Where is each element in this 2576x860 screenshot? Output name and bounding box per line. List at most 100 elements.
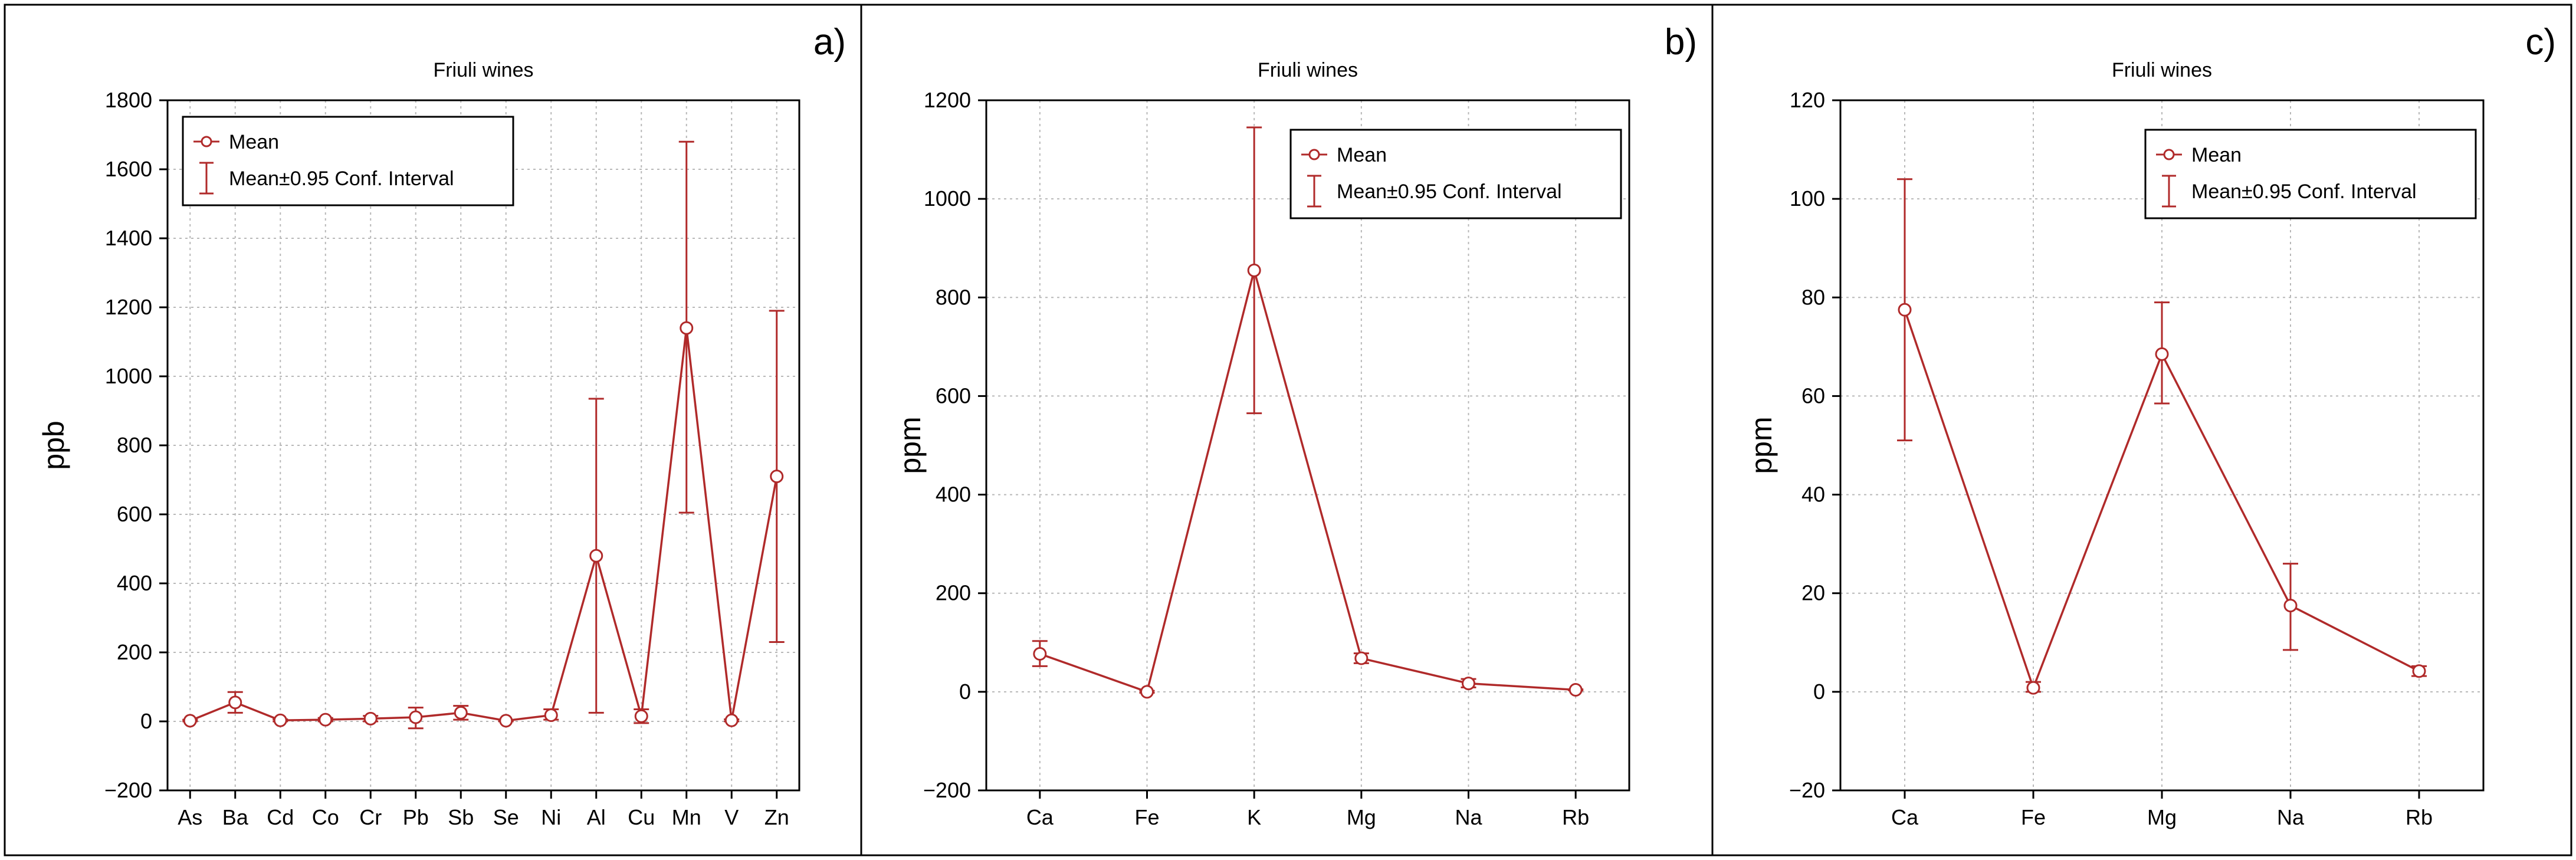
x-tick-label: Mn: [672, 805, 701, 829]
mean-marker: [770, 470, 784, 484]
legend-mean-label: Mean: [2191, 144, 2242, 166]
y-tick-label: 600: [936, 383, 971, 408]
y-tick-label: 600: [117, 502, 152, 526]
y-axis-label: ppm: [894, 416, 927, 474]
series-line: [1039, 266, 1576, 694]
mean-marker: [228, 695, 242, 710]
mean-marker: [183, 714, 197, 728]
x-tick-label: Se: [493, 805, 519, 829]
chart-title: Friuli wines: [433, 59, 533, 81]
y-tick-label: 60: [1801, 383, 1825, 408]
x-tick-label: Cd: [267, 805, 294, 829]
legend-box: [2144, 129, 2477, 219]
legend-ci-label: Mean±0.95 Conf. Interval: [2191, 180, 2417, 203]
chart-panel-c: −20 0 20 40 60 80 100 120 Ca Fe Mg Na Rb Friuli wines…: [1745, 22, 2556, 829]
chart-panel-b: −200 0 200 400 600 800 1000 1200 Ca Fe K Mg Na Rb Friu…: [894, 22, 1697, 829]
y-axis-label: ppb: [37, 421, 70, 470]
chart-title: Friuli wines: [1258, 59, 1358, 81]
x-tick-label: K: [1247, 805, 1261, 829]
chart-panel-a: −200 0 200 400 600 800 1000 1200 1400 1600 1800 As B…: [37, 22, 846, 829]
legend-box: [182, 116, 514, 206]
x-tick-label: V: [724, 805, 739, 829]
mean-marker: [319, 713, 333, 727]
y-tick-label: 400: [117, 571, 152, 595]
x-tick-label: Al: [587, 805, 606, 829]
mean-marker: [724, 713, 739, 727]
mean-marker: [1568, 683, 1583, 697]
mean-marker: [409, 710, 423, 724]
mean-marker: [680, 321, 694, 335]
mean-marker: [1898, 303, 1912, 317]
y-tick-label: 0: [959, 680, 971, 704]
legend-mean-marker: [201, 136, 212, 147]
x-tick-label: Pb: [403, 805, 429, 829]
y-tick-label: 40: [1801, 482, 1825, 507]
x-tick-label: Cr: [359, 805, 382, 829]
legend-mean-marker: [1308, 149, 1320, 160]
y-tick-label: 1000: [924, 186, 971, 211]
x-tick-label: Ca: [1026, 805, 1054, 829]
x-tick-label: Ca: [1891, 805, 1919, 829]
y-tick-label: 800: [117, 433, 152, 457]
mean-marker: [1247, 263, 1261, 277]
x-tick-label: Fe: [2021, 805, 2046, 829]
x-tick-label: Ni: [541, 805, 561, 829]
x-tick-label: Cu: [628, 805, 655, 829]
y-tick-label: 1800: [105, 88, 152, 112]
mean-marker: [2155, 347, 2169, 361]
legend-ci-label: Mean±0.95 Conf. Interval: [229, 168, 454, 190]
mean-marker: [273, 713, 287, 727]
panel-label: c): [2525, 22, 2556, 63]
mean-marker: [499, 714, 513, 728]
mean-marker: [589, 549, 603, 563]
x-tick-label: As: [178, 805, 202, 829]
mean-marker: [544, 708, 558, 722]
mean-marker: [454, 705, 468, 720]
y-tick-label: 1200: [105, 295, 152, 319]
mean-marker: [1354, 651, 1369, 665]
y-tick-label: 0: [1813, 680, 1825, 704]
y-tick-label: −20: [1789, 778, 1825, 802]
x-tick-label: Sb: [448, 805, 474, 829]
legend-mean-marker: [2163, 149, 2175, 160]
mean-marker: [1462, 677, 1475, 691]
y-tick-label: 200: [936, 581, 971, 605]
legend-box: [1289, 129, 1622, 219]
mean-marker: [1033, 647, 1047, 661]
y-tick-label: 100: [1790, 186, 1825, 211]
x-tick-label: Rb: [2406, 805, 2433, 829]
y-tick-label: 20: [1801, 581, 1825, 605]
legend: Mean Mean±0.95 Conf. Interval: [2144, 129, 2477, 219]
mean-marker: [2283, 599, 2298, 613]
x-tick-label: Zn: [764, 805, 789, 829]
x-tick-label: Ba: [222, 805, 249, 829]
legend-ci-label: Mean±0.95 Conf. Interval: [1337, 180, 1562, 203]
y-axis-label: ppm: [1745, 416, 1778, 474]
x-tick-label: Na: [2277, 805, 2305, 829]
plot-area: [985, 99, 1630, 792]
y-tick-label: 1000: [105, 364, 152, 388]
mean-marker: [2026, 681, 2040, 695]
x-tick-label: Na: [1455, 805, 1482, 829]
mean-marker: [363, 711, 378, 726]
legend-mean-label: Mean: [1337, 144, 1387, 166]
panel-label: b): [1665, 22, 1697, 63]
mean-marker: [2412, 664, 2426, 678]
x-tick-label: Mg: [2147, 805, 2177, 829]
y-tick-label: 0: [140, 709, 152, 733]
x-tick-label: Mg: [1347, 805, 1376, 829]
legend-mean-label: Mean: [229, 131, 279, 153]
mean-marker: [1140, 685, 1154, 699]
chart-title: Friuli wines: [2112, 59, 2212, 81]
y-tick-label: −200: [923, 778, 971, 802]
y-tick-label: 400: [936, 482, 971, 507]
x-tick-label: Co: [312, 805, 339, 829]
mean-marker: [634, 709, 648, 723]
series-line: [189, 327, 778, 722]
y-tick-label: 1200: [924, 88, 971, 112]
y-tick-label: 1400: [105, 226, 152, 250]
legend: Mean Mean±0.95 Conf. Interval: [1289, 129, 1622, 219]
y-tick-label: 120: [1790, 88, 1825, 112]
y-tick-label: −200: [104, 778, 152, 802]
